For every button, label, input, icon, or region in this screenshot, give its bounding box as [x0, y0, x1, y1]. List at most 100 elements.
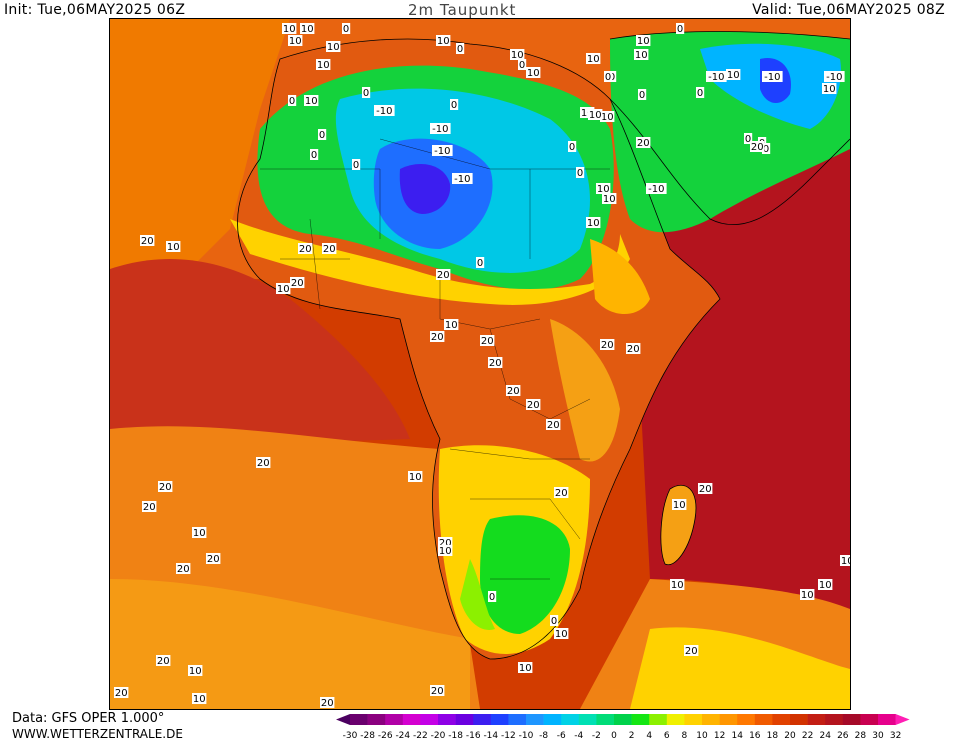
svg-text:20: 20	[321, 698, 334, 709]
svg-text:-10: -10	[432, 124, 448, 135]
svg-text:10: 10	[305, 96, 318, 107]
region-southern-africa-green	[480, 515, 570, 634]
svg-text:0: 0	[605, 72, 611, 83]
arabia-coastline	[609, 31, 851, 226]
svg-text:0: 0	[319, 130, 325, 141]
contour-label: 20	[256, 457, 271, 469]
svg-text:10: 10	[445, 320, 458, 331]
svg-text:0: 0	[477, 258, 483, 269]
svg-text:10: 10	[327, 42, 340, 53]
contour-label: 20	[480, 335, 495, 347]
svg-text:20: 20	[207, 554, 220, 565]
contour-label: -10	[762, 71, 783, 83]
legend-tick-label: -14	[483, 731, 498, 741]
contour-label: 0	[550, 615, 559, 627]
svg-text:10: 10	[527, 68, 540, 79]
contour-label: 20	[526, 399, 541, 411]
contour-label: 10	[192, 527, 207, 539]
svg-text:0: 0	[353, 160, 359, 171]
contour-label: 10	[670, 579, 685, 591]
legend-tick-label: -12	[501, 731, 516, 741]
legend-swatch	[543, 714, 562, 725]
contour-label: 20	[298, 243, 313, 255]
legend-tick-label: 8	[682, 731, 688, 741]
contour-label: -10	[374, 105, 395, 117]
legend-swatch	[684, 714, 703, 725]
legend-tick-label: 20	[784, 731, 796, 741]
svg-text:0: 0	[763, 144, 769, 155]
svg-text:0: 0	[451, 100, 457, 111]
legend-swatch	[473, 714, 492, 725]
contour-label: 10	[634, 49, 649, 61]
contour-label: 10	[588, 109, 603, 121]
contour-label: 20	[488, 357, 503, 369]
svg-text:10: 10	[581, 108, 594, 119]
legend-swatch	[596, 714, 615, 725]
contour-label: 0	[744, 133, 753, 145]
legend-tick-label: -4	[574, 731, 583, 741]
legend-tick-label: 26	[837, 731, 849, 741]
svg-text:20: 20	[431, 332, 444, 343]
svg-text:10: 10	[841, 556, 850, 567]
legend-swatch	[385, 714, 404, 725]
legend-arrow-right	[895, 714, 910, 725]
legend-tick-label: -16	[466, 731, 481, 741]
contour-label: 20	[750, 141, 765, 153]
legend-swatch	[790, 714, 808, 725]
svg-text:0: 0	[363, 88, 369, 99]
svg-text:10: 10	[587, 218, 600, 229]
contour-label: 10	[580, 107, 595, 119]
svg-text:20: 20	[751, 142, 764, 153]
region-sahara-deep-blue	[399, 164, 451, 214]
contour-label: 0	[518, 59, 527, 71]
map-title: 2m Taupunkt	[408, 1, 517, 19]
region-atlantic-north	[110, 19, 290, 279]
svg-text:20: 20	[431, 686, 444, 697]
contour-label: 0	[318, 129, 327, 141]
svg-text:20: 20	[547, 420, 560, 431]
contour-label: 20	[142, 501, 157, 513]
contour-label: 10	[304, 95, 319, 107]
legend-swatch	[719, 714, 738, 725]
svg-text:0: 0	[289, 96, 295, 107]
contour-label: 10	[672, 499, 687, 511]
contour-label: 10	[726, 69, 741, 81]
region-east-africa-orange	[550, 319, 620, 462]
svg-text:10: 10	[671, 580, 684, 591]
contour-label: 10	[316, 59, 331, 71]
contour-label: 10	[822, 83, 837, 95]
svg-text:-10: -10	[454, 174, 470, 185]
svg-text:20: 20	[489, 358, 502, 369]
svg-text:20: 20	[257, 458, 270, 469]
svg-text:20: 20	[507, 386, 520, 397]
svg-text:10: 10	[589, 110, 602, 121]
svg-text:20: 20	[143, 502, 156, 513]
legend-swatch	[666, 714, 685, 725]
svg-text:20: 20	[527, 400, 540, 411]
contour-label: 10	[282, 23, 297, 35]
contour-label: -10	[646, 183, 667, 195]
legend-swatch	[526, 714, 544, 725]
svg-text:0: 0	[697, 88, 703, 99]
legend-swatch	[649, 714, 668, 725]
contour-label: 0	[762, 143, 771, 155]
legend-tick-label: 6	[664, 731, 670, 741]
svg-text:10: 10	[301, 24, 314, 35]
legend-tick-label: 16	[749, 731, 761, 741]
contour-label: 20	[430, 685, 445, 697]
valid-time: Valid: Tue,06MAY2025 08Z	[752, 2, 945, 18]
contour-label: 10	[586, 53, 601, 65]
contour-label: 0	[288, 95, 297, 107]
contour-label: 20	[156, 655, 171, 667]
svg-text:10: 10	[597, 184, 610, 195]
contour-label: 0	[342, 23, 351, 35]
svg-text:0: 0	[551, 616, 557, 627]
contour-label: 10	[438, 545, 453, 557]
contour-label: 10	[510, 49, 525, 61]
svg-text:10: 10	[635, 50, 648, 61]
contour-label: 20	[158, 481, 173, 493]
legend-tick-label: 32	[890, 731, 901, 741]
svg-text:10: 10	[189, 666, 202, 677]
dewpoint-map: 1010010101001001001001010100010-10-1000-…	[109, 18, 855, 710]
svg-text:10: 10	[193, 528, 206, 539]
